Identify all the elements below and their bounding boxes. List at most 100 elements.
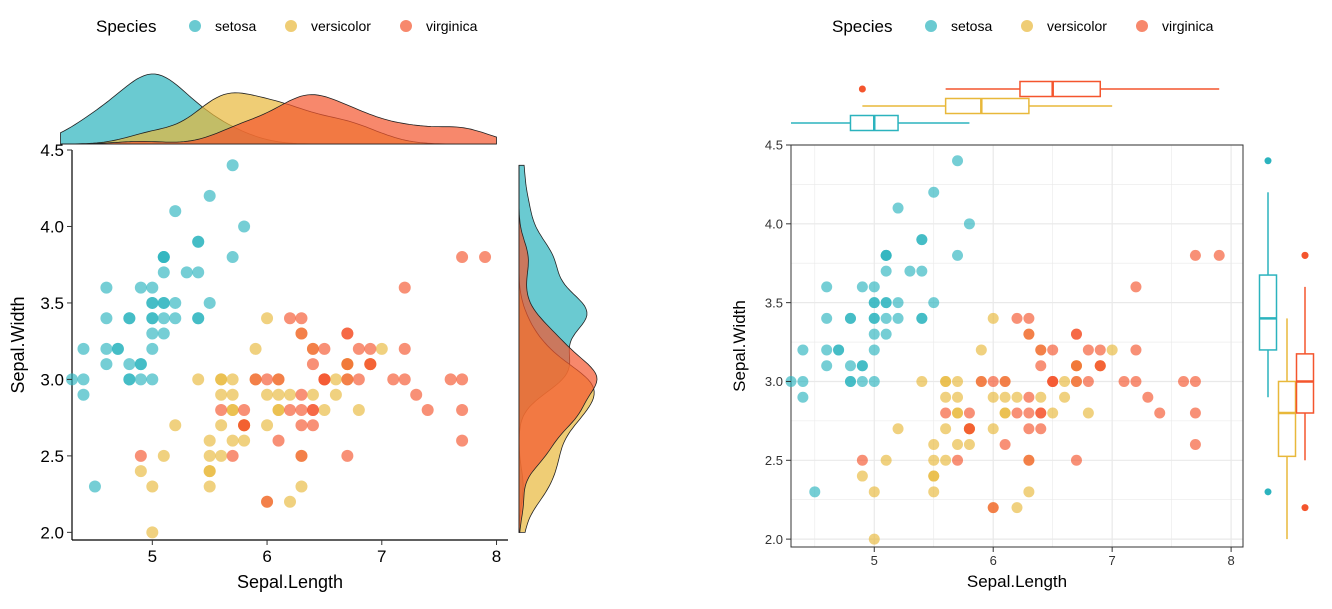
x-tick-label: 5 (148, 547, 157, 566)
legend-title: Species (96, 17, 156, 36)
point-versicolor (272, 388, 285, 401)
point-virginica (963, 423, 975, 435)
point-virginica (284, 404, 296, 416)
point-setosa (123, 358, 136, 371)
point-setosa (868, 344, 880, 356)
point-virginica (1189, 375, 1201, 387)
point-virginica (1130, 375, 1142, 387)
point-virginica (238, 404, 251, 416)
point-setosa (146, 312, 159, 325)
point-virginica (249, 373, 262, 386)
point-setosa (77, 342, 90, 355)
point-virginica (456, 404, 469, 416)
point-virginica (387, 373, 400, 386)
point-virginica (1094, 360, 1106, 372)
gridlines (791, 144, 1243, 547)
point-virginica (352, 373, 365, 386)
point-setosa (797, 391, 809, 403)
point-virginica (1118, 375, 1130, 387)
point-versicolor (880, 454, 892, 466)
point-virginica (1047, 375, 1059, 387)
x-tick-label: 6 (262, 547, 271, 566)
legend-key-setosa (189, 20, 201, 32)
legend: Species setosa versicolor virginica (96, 17, 478, 36)
point-virginica (134, 449, 147, 462)
point-virginica (963, 407, 975, 419)
box (1295, 353, 1315, 414)
point-virginica (295, 312, 308, 325)
point-virginica (1070, 375, 1082, 387)
point-setosa (844, 312, 856, 324)
point-setosa (963, 218, 975, 230)
legend: Species setosa versicolor virginica (832, 17, 1214, 36)
y-axis-title: Sepal.Width (730, 300, 749, 392)
point-versicolor (146, 480, 159, 493)
legend-label-virginica: virginica (1162, 18, 1214, 34)
point-virginica (284, 312, 296, 325)
point-virginica (1035, 344, 1047, 356)
point-setosa (916, 265, 928, 277)
point-setosa (146, 327, 159, 340)
point-versicolor (1106, 344, 1118, 356)
point-versicolor (318, 404, 331, 416)
point-setosa (88, 480, 101, 493)
point-virginica (341, 327, 354, 340)
legend-key-versicolor (1021, 20, 1033, 32)
point-versicolor (238, 434, 251, 447)
point-virginica (1178, 375, 1190, 387)
point-setosa (880, 265, 892, 277)
point-virginica (306, 358, 319, 371)
point-setosa (100, 281, 113, 294)
point-versicolor (226, 373, 239, 386)
point-virginica (1189, 249, 1201, 261)
point-setosa (77, 373, 90, 386)
point-virginica (318, 373, 331, 386)
point-setosa (180, 266, 193, 279)
point-virginica (1142, 391, 1154, 403)
y-tick-label: 2.0 (765, 532, 783, 547)
point-setosa (916, 234, 928, 246)
point-virginica (999, 375, 1011, 387)
point-versicolor (1011, 391, 1023, 403)
point-setosa (797, 344, 809, 356)
point-setosa (856, 360, 868, 372)
point-setosa (892, 202, 904, 214)
point-setosa (77, 388, 90, 401)
point-setosa (868, 328, 880, 340)
point-setosa (880, 297, 892, 309)
point-versicolor (1011, 502, 1023, 514)
point-setosa (868, 297, 880, 309)
point-setosa (844, 360, 856, 372)
marginal-densities (60, 73, 598, 534)
point-virginica (987, 502, 999, 514)
point-setosa (157, 251, 170, 264)
point-virginica (1094, 344, 1106, 356)
point-virginica (1070, 328, 1082, 340)
point-setosa (952, 249, 964, 261)
point-virginica (341, 358, 354, 371)
point-versicolor (940, 391, 952, 403)
point-versicolor (272, 404, 285, 416)
point-versicolor (203, 480, 216, 493)
box (1019, 80, 1102, 98)
point-versicolor (215, 373, 228, 386)
point-versicolor (146, 526, 159, 539)
box (944, 97, 1030, 115)
y-tick-label: 4.5 (765, 138, 783, 153)
point-versicolor (352, 404, 365, 416)
point-virginica (456, 373, 469, 386)
point-virginica (1189, 407, 1201, 419)
point-setosa (226, 251, 239, 264)
y-tick-label: 2.5 (40, 447, 64, 466)
point-versicolor (203, 434, 216, 447)
point-virginica (1035, 407, 1047, 419)
point-virginica (1082, 375, 1094, 387)
point-versicolor (999, 407, 1011, 419)
scatter-panel-1: 5 6 7 8 2.0 2.5 3.0 3.5 4.0 4.5 Sepal.Length Sepal.… (8, 141, 508, 592)
point-versicolor (928, 486, 940, 498)
point-virginica (398, 281, 411, 294)
legend-title: Species (832, 17, 892, 36)
point-setosa (157, 312, 170, 325)
point-virginica (238, 419, 251, 432)
y-tick-label: 3.0 (765, 374, 783, 389)
